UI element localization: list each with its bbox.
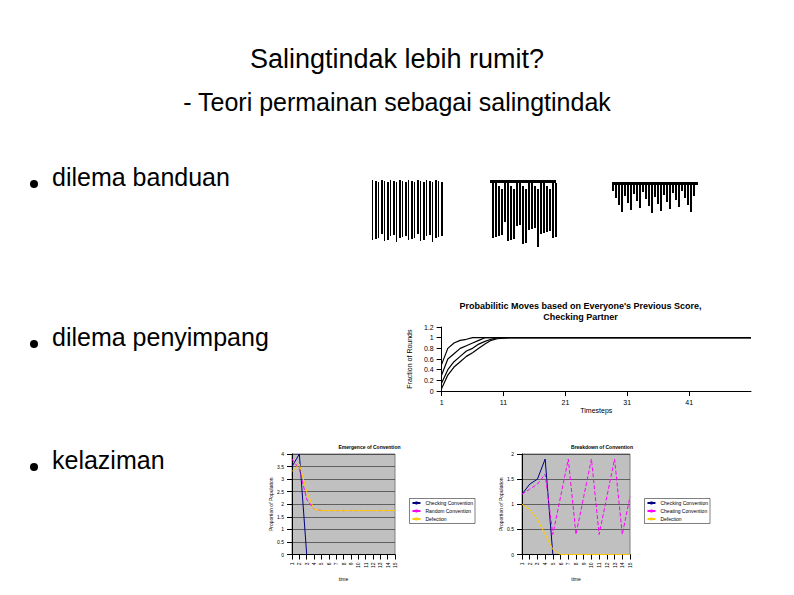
svg-text:14: 14 [619,562,625,568]
svg-text:4: 4 [542,562,548,565]
html-text:- Teori permainan sebagai sali: - Teori permainan sebagai salingtindak [183,88,611,116]
svg-text:31: 31 [623,399,631,406]
svg-text:Cheating Convention: Cheating Convention [660,508,707,514]
svg-text:Random Convention: Random Convention [425,508,471,514]
svg-text:14: 14 [385,562,391,568]
svg-text:Probabilitic Moves based on Ev: Probabilitic Moves based on Everyone's P… [459,301,701,311]
svg-text:9: 9 [581,562,587,565]
svg-text:4: 4 [311,562,317,565]
svg-text:1.5: 1.5 [507,476,514,482]
svg-text:0: 0 [430,388,434,395]
html-text:kelaziman: kelaziman [52,446,165,474]
svg-text:0.8: 0.8 [424,345,434,352]
svg-text:1: 1 [289,562,295,565]
svg-text:2: 2 [296,562,302,565]
svg-text:15: 15 [627,562,633,568]
svg-text:1: 1 [511,501,514,507]
svg-text:3: 3 [304,562,310,565]
svg-text:10: 10 [355,562,361,568]
svg-text:time: time [339,576,349,582]
svg-text:6: 6 [558,562,564,565]
svg-text:9: 9 [348,562,354,565]
svg-text:3: 3 [281,476,284,482]
svg-text:1: 1 [430,334,434,341]
svg-text:10: 10 [588,562,594,568]
svg-text:0.2: 0.2 [424,377,434,384]
svg-text:11: 11 [363,562,369,567]
svg-text:7: 7 [333,562,339,565]
svg-text:21: 21 [561,399,569,406]
svg-text:8: 8 [341,562,347,565]
svg-text:2: 2 [511,451,514,457]
svg-text:15: 15 [392,562,398,568]
svg-text:41: 41 [685,399,693,406]
svg-text:1: 1 [281,526,284,532]
svg-text:5: 5 [550,562,556,565]
svg-text:4: 4 [281,451,284,457]
svg-text:6: 6 [326,562,332,565]
svg-text:8: 8 [573,562,579,565]
svg-text:0.4: 0.4 [424,366,434,373]
svg-text:1: 1 [440,399,444,406]
svg-text:2.5: 2.5 [277,489,284,495]
svg-text:1: 1 [519,562,525,565]
svg-text:1.2: 1.2 [424,324,434,331]
svg-text:13: 13 [612,562,618,568]
svg-text:Proportion of Population: Proportion of Population [268,477,274,531]
svg-text:11: 11 [596,562,602,567]
svg-text:Checking Convention: Checking Convention [660,500,708,506]
svg-text:3.5: 3.5 [277,464,284,470]
svg-text:Proportion of Population: Proportion of Population [498,477,504,531]
svg-text:Defection: Defection [660,516,681,522]
svg-text:0.5: 0.5 [277,539,284,545]
svg-text:3: 3 [534,562,540,565]
svg-text:0: 0 [511,552,514,558]
svg-text:11: 11 [500,399,507,406]
html-text:dilema penyimpang: dilema penyimpang [52,323,269,351]
svg-text:time: time [571,576,581,582]
svg-text:Timesteps: Timesteps [580,407,613,415]
svg-text:Checking Partner: Checking Partner [543,312,618,322]
svg-text:0.5: 0.5 [507,526,514,532]
svg-text:5: 5 [318,562,324,565]
svg-text:Emergence of Convention: Emergence of Convention [339,444,401,450]
svg-text:0.6: 0.6 [424,356,434,363]
svg-text:12: 12 [604,562,610,568]
svg-text:1.5: 1.5 [277,514,284,520]
svg-text:Checking Convention: Checking Convention [425,500,473,506]
html-text:dilema banduan: dilema banduan [52,163,230,191]
svg-text:2: 2 [281,501,284,507]
svg-text:Breakdown of Convention: Breakdown of Convention [571,444,633,450]
svg-text:12: 12 [370,562,376,568]
svg-text:7: 7 [565,562,571,565]
html-text:Salingtindak lebih rumit?: Salingtindak lebih rumit? [249,44,545,74]
svg-text:13: 13 [377,562,383,568]
svg-text:Fraction of Rounds: Fraction of Rounds [406,329,413,389]
svg-text:2: 2 [527,562,533,565]
svg-text:Defection: Defection [425,516,446,522]
svg-text:0: 0 [281,552,284,558]
